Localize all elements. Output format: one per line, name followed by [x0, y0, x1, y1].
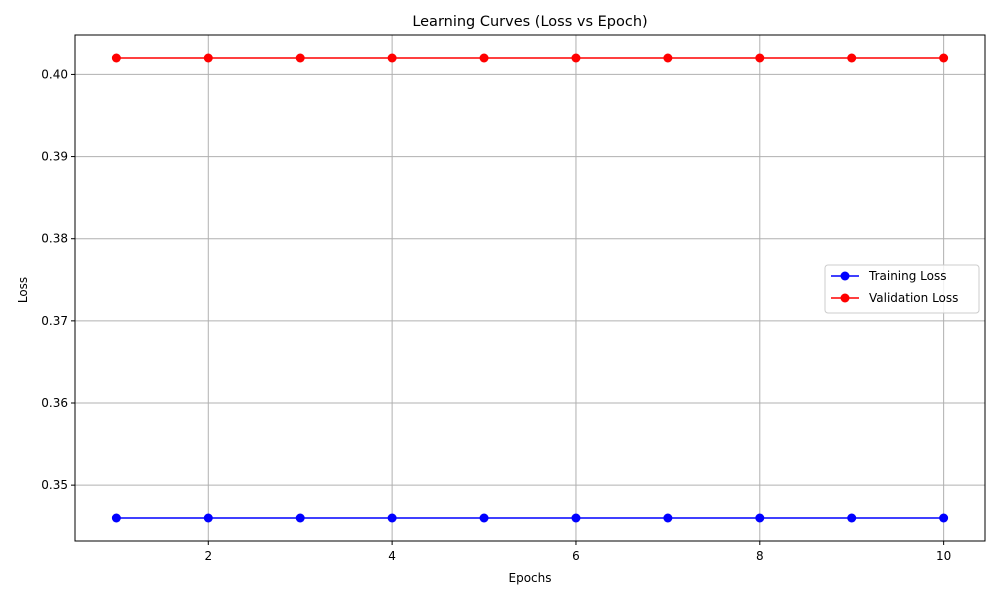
- data-point-validation-loss: [203, 53, 213, 63]
- chart-title: Learning Curves (Loss vs Epoch): [412, 14, 647, 30]
- data-point-training-loss: [387, 513, 397, 523]
- data-point-validation-loss: [111, 53, 121, 63]
- data-point-validation-loss: [939, 53, 949, 63]
- y-tick-label: 0.35: [41, 478, 68, 492]
- x-tick-label: 2: [204, 549, 212, 563]
- plot-area-frame: [74, 34, 986, 542]
- data-point-training-loss: [755, 513, 765, 523]
- legend-label-validation-loss: Validation Loss: [869, 291, 958, 305]
- legend-marker-validation-loss: [840, 293, 850, 303]
- x-axis-label: Epochs: [509, 571, 552, 585]
- x-tick-label: 4: [388, 549, 396, 563]
- data-point-training-loss: [847, 513, 857, 523]
- legend-box: [824, 264, 980, 314]
- data-point-training-loss: [111, 513, 121, 523]
- data-point-validation-loss: [663, 53, 673, 63]
- legend-label-training-loss: Training Loss: [868, 269, 946, 283]
- x-axis-ticks: 2 4 6 8 10: [204, 541, 951, 563]
- y-tick-label: 0.36: [41, 396, 68, 410]
- data-point-validation-loss: [755, 53, 765, 63]
- y-tick-label: 0.38: [41, 232, 68, 246]
- data-point-training-loss: [663, 513, 673, 523]
- data-point-validation-loss: [295, 53, 305, 63]
- data-point-validation-loss: [479, 53, 489, 63]
- data-point-validation-loss: [571, 53, 581, 63]
- data-point-training-loss: [203, 513, 213, 523]
- x-tick-label: 6: [572, 549, 580, 563]
- legend-marker-training-loss: [840, 271, 850, 281]
- legend: Training Loss Validation Loss: [824, 264, 980, 314]
- x-tick-label: 10: [936, 549, 951, 563]
- data-point-training-loss: [479, 513, 489, 523]
- y-tick-label: 0.37: [41, 314, 68, 328]
- data-point-training-loss: [571, 513, 581, 523]
- grid-lines: [75, 35, 985, 541]
- y-tick-label: 0.39: [41, 150, 68, 164]
- data-point-validation-loss: [847, 53, 857, 63]
- y-axis-ticks: 0.35 0.36 0.37 0.38 0.39 0.40: [41, 67, 75, 492]
- y-axis-label: Loss: [16, 277, 30, 303]
- plot-series: [111, 53, 949, 523]
- x-tick-label: 8: [756, 549, 764, 563]
- data-point-validation-loss: [387, 53, 397, 63]
- y-tick-label: 0.40: [41, 67, 68, 81]
- data-point-training-loss: [295, 513, 305, 523]
- data-point-training-loss: [939, 513, 949, 523]
